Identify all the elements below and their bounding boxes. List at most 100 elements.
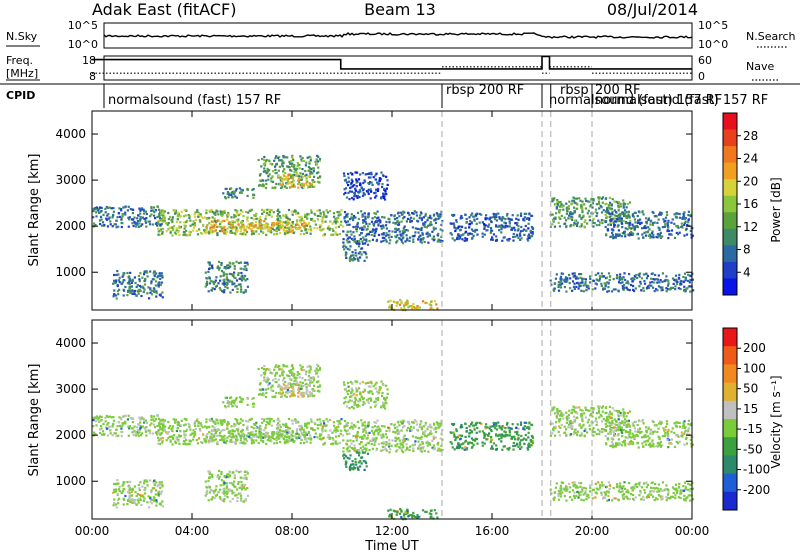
velocity-echo-cell: [216, 443, 219, 446]
power-echo-cell: [287, 165, 290, 169]
velocity-echo-cell: [292, 368, 295, 371]
power-echo-cell: [157, 222, 160, 225]
power-echo-cell: [270, 215, 273, 218]
power-echo-cell: [117, 212, 120, 215]
velocity-echo-cell: [234, 418, 237, 421]
power-echo-cell: [270, 209, 273, 212]
power-echo-cell: [467, 233, 470, 236]
power-echo-cell: [557, 204, 560, 207]
velocity-echo-cell: [219, 488, 222, 491]
velocity-echo-cell: [156, 485, 159, 488]
power-echo-cell: [385, 227, 388, 230]
power-echo-cell: [617, 290, 620, 293]
power-echo-cell: [452, 214, 455, 217]
velocity-echo-cell: [267, 384, 270, 387]
power-echo-cell: [647, 286, 651, 290]
power-echo-cell: [352, 254, 355, 257]
velocity-echo-cell: [369, 439, 372, 442]
velocity-echo-cell: [265, 391, 268, 395]
power-echo-cell: [126, 294, 129, 297]
power-echo-cell: [235, 187, 238, 191]
power-echo-cell: [614, 233, 618, 236]
velocity-echo-cell: [134, 490, 137, 494]
power-echo-cell: [270, 177, 273, 180]
power-echo-cell: [351, 190, 354, 193]
velocity-echo-cell: [308, 369, 311, 372]
velocity-echo-cell: [144, 488, 147, 491]
velocity-echo-cell: [278, 437, 281, 440]
power-echo-cell: [576, 223, 579, 226]
power-echo-cell: [212, 212, 216, 215]
power-echo-cell: [378, 177, 381, 180]
power-echo-cell: [161, 217, 164, 220]
velocity-echo-cell: [134, 434, 138, 437]
power-echo-cell: [371, 183, 374, 186]
velocity-echo-cell: [289, 395, 292, 398]
power-echo-cell: [300, 219, 303, 222]
power-echo-cell: [605, 216, 608, 219]
freq-line: [92, 55, 692, 70]
power-echo-cell: [271, 222, 274, 225]
velocity-echo-cell: [230, 396, 233, 399]
power-echo-cell: [390, 214, 393, 217]
velocity-echo-cell: [268, 439, 271, 442]
power-echo-cell: [214, 213, 217, 216]
velocity-echo-cell: [228, 435, 231, 438]
power-echo-cell: [200, 215, 203, 218]
velocity-echo-cell: [362, 437, 365, 440]
power-echo-cell: [633, 225, 636, 228]
power-echo-cell: [375, 227, 378, 230]
power-echo-cell: [381, 183, 384, 186]
power-echo-cell: [598, 224, 601, 227]
power-echo-cell: [354, 216, 357, 219]
velocity-echo-cell: [223, 500, 226, 503]
power-echo-cell: [276, 215, 279, 218]
power-echo-cell: [259, 216, 262, 219]
power-echo-cell: [144, 279, 147, 282]
velocity-echo-cell: [150, 415, 153, 419]
velocity-echo-cell: [208, 472, 211, 476]
velocity-echo-cell: [204, 441, 207, 444]
power-echo-cell: [572, 200, 575, 203]
power-echo-cell: [145, 217, 148, 220]
power-echo-cell: [217, 219, 220, 222]
velocity-echo-cell: [223, 428, 226, 431]
velocity-echo-cell: [435, 427, 438, 430]
power-echo-cell: [396, 239, 399, 242]
power-echo-cell: [604, 284, 607, 287]
velocity-echo-cell: [326, 436, 329, 439]
power-echo-cell: [126, 290, 130, 293]
velocity-echo-cell: [439, 448, 442, 451]
power-echo-cell: [334, 233, 337, 236]
power-echo-cell: [672, 282, 675, 285]
velocity-echo-cell: [189, 428, 192, 431]
power-echo-cell: [531, 230, 534, 234]
velocity-echo-cell: [222, 401, 225, 404]
velocity-echo-cell: [122, 481, 125, 484]
velocity-echo-cell: [117, 421, 120, 424]
power-echo-cell: [687, 210, 690, 213]
power-echo-cell: [385, 234, 388, 237]
power-echo-cell: [605, 220, 608, 223]
power-echo-cell: [484, 224, 487, 227]
velocity-echo-cell: [233, 422, 236, 426]
power-echo-cell: [236, 290, 239, 294]
power-echo-cell: [491, 238, 494, 241]
power-echo-cell: [626, 202, 630, 206]
power-echo-cell: [139, 215, 142, 218]
velocity-echo-cell: [291, 431, 294, 434]
power-echo-cell: [481, 235, 484, 238]
velocity-echo-cell: [402, 419, 405, 422]
velocity-echo-cell: [234, 404, 237, 407]
power-echo-cell: [204, 230, 207, 233]
power-echo-cell: [128, 216, 131, 219]
power-echo-cell: [239, 225, 242, 228]
velocity-echo-cell: [320, 438, 323, 441]
power-echo-cell: [182, 233, 185, 236]
power-echo-cell: [268, 159, 271, 163]
power-echo-cell: [528, 218, 531, 222]
velocity-echo-cell: [150, 418, 153, 421]
velocity-echo-cell: [415, 423, 419, 426]
velocity-echo-cell: [359, 436, 362, 439]
power-echo-cell: [594, 208, 598, 211]
